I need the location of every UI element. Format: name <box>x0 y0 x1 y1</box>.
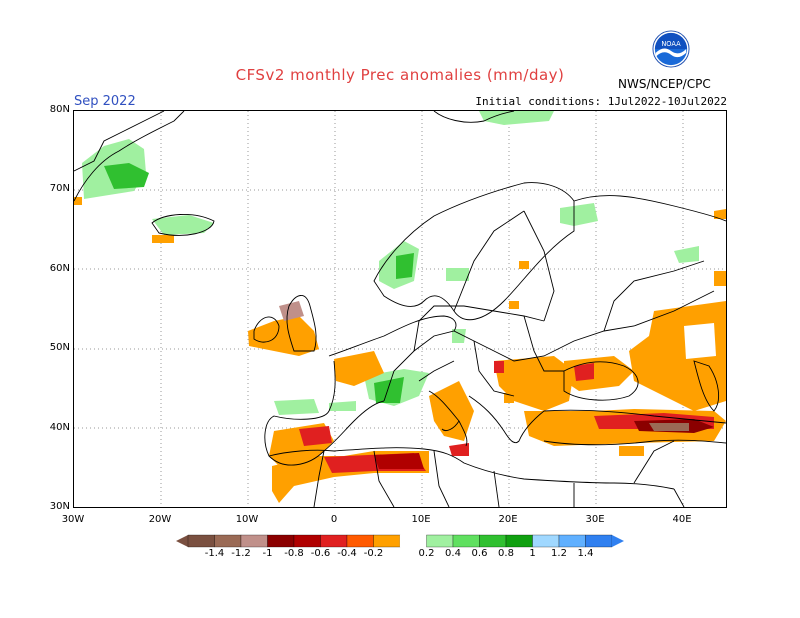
colorbar-cell <box>399 534 427 548</box>
lat-label: 30N <box>49 501 70 512</box>
colorbar-right-arrow <box>612 535 624 547</box>
lat-label: 50N <box>49 342 70 353</box>
lon-label: 30E <box>585 514 605 525</box>
colorbar-label: 0.6 <box>471 548 488 559</box>
forecast-month: Sep 2022 <box>74 94 136 109</box>
colorbar-cell <box>532 534 560 548</box>
negative-anomalies <box>74 197 726 503</box>
colorbar-cell <box>240 534 268 548</box>
lon-label: 30W <box>61 514 85 525</box>
lat-label: 40N <box>49 422 70 433</box>
colorbar-label: -1.4 <box>204 548 225 559</box>
colorbar-label: -0.6 <box>310 548 331 559</box>
colorbar-label: -0.8 <box>284 548 304 559</box>
colorbar-label: 0.2 <box>418 548 435 559</box>
lon-label: 10W <box>235 514 259 525</box>
agency-label: NWS/NCEP/CPC <box>618 77 711 91</box>
colorbar-left-arrow <box>176 535 188 547</box>
colorbar-cell <box>505 534 533 548</box>
colorbar-label: 1.4 <box>577 548 594 559</box>
noaa-logo: NOAA <box>652 30 690 68</box>
map-title: CFSv2 monthly Prec anomalies (mm/day) <box>235 66 565 84</box>
colorbar-cell <box>267 534 295 548</box>
initial-conditions: Initial conditions: 1Jul2022-10Jul2022 <box>475 95 727 108</box>
colorbar-cell <box>320 534 348 548</box>
colorbar-cell <box>452 534 480 548</box>
lat-label: 80N <box>49 104 70 115</box>
colorbar-label: 1.2 <box>551 548 567 559</box>
positive-anomalies <box>82 111 699 415</box>
colorbar-cell <box>558 534 586 548</box>
lon-label: 40E <box>672 514 692 525</box>
colorbar-cell <box>585 534 613 548</box>
lat-label: 60N <box>49 263 70 274</box>
colorbar-label: -1.2 <box>231 548 251 559</box>
colorbar-cell <box>187 534 215 548</box>
map-frame <box>73 110 727 508</box>
colorbar-cell <box>293 534 321 548</box>
colorbar-label: 0.4 <box>445 548 461 559</box>
colorbar-label: -0.2 <box>363 548 384 559</box>
colorbar-cell <box>346 534 374 548</box>
colorbar <box>176 534 624 548</box>
lon-label: 20E <box>498 514 518 525</box>
colorbar-cell <box>479 534 507 548</box>
colorbar-label: 1 <box>529 548 536 559</box>
lon-label: 10E <box>411 514 431 525</box>
anomaly-map <box>73 110 727 508</box>
grid-lines <box>74 111 726 507</box>
lon-label: 0 <box>330 514 338 525</box>
colorbar-label: -1 <box>262 548 273 559</box>
colorbar-cell <box>214 534 242 548</box>
coastlines <box>73 110 727 508</box>
colorbar-cell <box>426 534 454 548</box>
colorbar-label: 0.8 <box>498 548 514 559</box>
lat-label: 70N <box>49 183 70 194</box>
colorbar-label: -0.4 <box>337 548 357 559</box>
lon-label: 20W <box>148 514 172 525</box>
logo-text: NOAA <box>661 40 681 48</box>
colorbar-cell <box>373 534 401 548</box>
